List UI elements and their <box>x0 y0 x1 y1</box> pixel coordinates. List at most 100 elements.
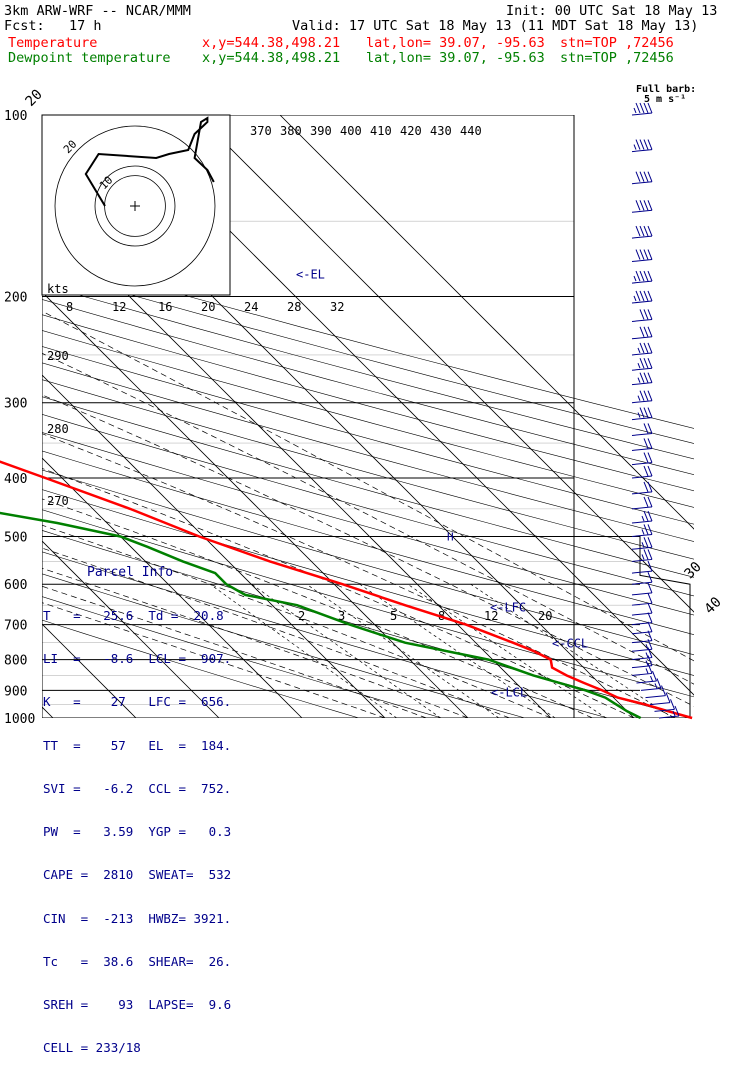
wind-barb-staff <box>631 235 653 239</box>
mixing-ratio-line <box>306 583 500 718</box>
wind-barb-flag <box>647 407 653 418</box>
mixing-ratio-label: 2 <box>298 609 305 623</box>
wind-barb-flag <box>652 670 657 682</box>
wind-barb-flag <box>643 200 649 211</box>
wind-barb-flag <box>647 326 653 337</box>
isotherm-line <box>279 115 694 530</box>
pressure-tick-label: 400 <box>4 472 27 487</box>
hodograph-trace <box>84 116 215 207</box>
wind-barb <box>631 663 653 676</box>
wind-barb-flag <box>635 171 641 182</box>
wind-barb-staff <box>631 558 653 562</box>
wind-barb-flag <box>647 560 653 572</box>
wind-barb-half <box>654 683 658 689</box>
wind-barb-flag <box>639 290 645 302</box>
wind-barb-staff <box>631 447 653 451</box>
mixing-ratio-line <box>407 583 607 718</box>
wind-barb-staff <box>631 352 653 356</box>
wind-barb-staff <box>649 702 671 706</box>
wind-barb-flag <box>643 390 649 401</box>
wind-barb-staff <box>631 475 653 479</box>
wind-barb-flag <box>643 438 649 449</box>
wind-barb-flag <box>639 358 645 369</box>
wind-barb-half <box>641 542 645 548</box>
wind-barb <box>631 326 653 340</box>
wind-barb-staff <box>631 570 653 574</box>
wind-barb-half <box>641 554 645 560</box>
wind-barb <box>631 171 653 185</box>
wind-barb-staff <box>654 708 675 712</box>
wind-barb-flag <box>647 390 653 401</box>
isotherm-label: 20 <box>23 87 46 110</box>
theta-label: 380 <box>280 124 302 138</box>
theta-label: 420 <box>400 124 422 138</box>
wind-barb-staff <box>631 592 653 596</box>
mixing-ratio-line <box>359 583 556 718</box>
wind-barb-flag <box>647 639 653 650</box>
isotherm-line <box>42 457 303 718</box>
wind-barb-flag <box>647 171 653 182</box>
dewpoint-trace <box>0 511 642 720</box>
moist-adiabat-line <box>42 352 694 685</box>
model-title: 3km ARW-WRF -- NCAR/MMM <box>4 3 191 19</box>
wind-barb <box>631 102 653 116</box>
dry-adiabat-line <box>42 619 359 718</box>
pressure-tick-label: 800 <box>4 654 27 669</box>
wind-barb-half <box>650 675 653 682</box>
wind-barb-staff <box>631 367 653 371</box>
wind-barb-flag <box>647 621 653 632</box>
moist-adiabat-line <box>42 433 676 718</box>
mixing-ratio-line <box>251 583 441 718</box>
wind-barb-flag <box>643 309 649 320</box>
wind-barb-staff <box>631 546 653 550</box>
wind-barb-flag <box>639 139 645 150</box>
wind-barb <box>631 496 653 510</box>
wind-barb-flag <box>643 537 649 548</box>
theta-label: 430 <box>430 124 452 138</box>
wind-barb-flag <box>647 663 653 674</box>
temp-legend-xy: x,y=544.38,498.21 <box>202 35 341 51</box>
wind-barb-flag <box>643 510 649 522</box>
mixing-ratio-label: 3 <box>338 609 345 623</box>
wind-barb-flag <box>635 139 641 150</box>
wind-barb-flag <box>647 358 653 369</box>
wind-barb <box>631 225 653 239</box>
wind-barb-half <box>641 529 645 535</box>
wind-barb-flag <box>647 290 653 302</box>
wind-barb-staff <box>631 432 653 436</box>
skewt-chart: 1002003004005006007008009001000-80-70-60… <box>0 87 725 727</box>
lcl-label: <-LCL <box>491 685 527 699</box>
wind-barb-staff <box>631 533 653 537</box>
theta-label: 440 <box>460 124 482 138</box>
wind-barb-staff <box>631 672 653 676</box>
wind-barb-staff <box>631 336 653 340</box>
wind-barb-flag <box>639 309 645 320</box>
barb-note-units: 5 m s⁻¹ <box>644 94 687 105</box>
wind-barb-flag <box>647 102 653 114</box>
wind-barb <box>631 560 653 574</box>
dry-adiabat-line <box>42 299 694 476</box>
wind-barb <box>631 407 653 421</box>
wind-barb-flag <box>639 225 645 237</box>
parcel-info-title: Parcel Info <box>87 564 174 580</box>
pressure-tick-label: 500 <box>4 530 27 545</box>
wind-barb-flag <box>635 290 641 302</box>
wind-barb-flag <box>647 572 653 583</box>
wind-barb-flag <box>647 200 653 211</box>
wind-barb <box>631 290 653 304</box>
parcel-row: Tc = 38.6 SHEAR= 26. <box>43 953 232 969</box>
wind-barb-flag <box>643 549 649 560</box>
theta-label: 270 <box>47 494 69 508</box>
wind-barb-flag <box>661 685 666 696</box>
wind-barb-half <box>637 412 641 418</box>
pressure-tick-label: 700 <box>4 619 27 634</box>
wind-barb-flag <box>647 481 653 493</box>
wind-barb-flag <box>643 171 649 182</box>
wind-barb-flag <box>647 612 653 623</box>
wind-barb <box>654 699 675 712</box>
dry-adiabat-line <box>42 414 694 597</box>
wind-barb-flag <box>643 249 649 260</box>
wind-barb-flag <box>643 524 649 535</box>
wind-barb-half <box>645 652 649 658</box>
wind-barb-staff <box>640 687 662 691</box>
